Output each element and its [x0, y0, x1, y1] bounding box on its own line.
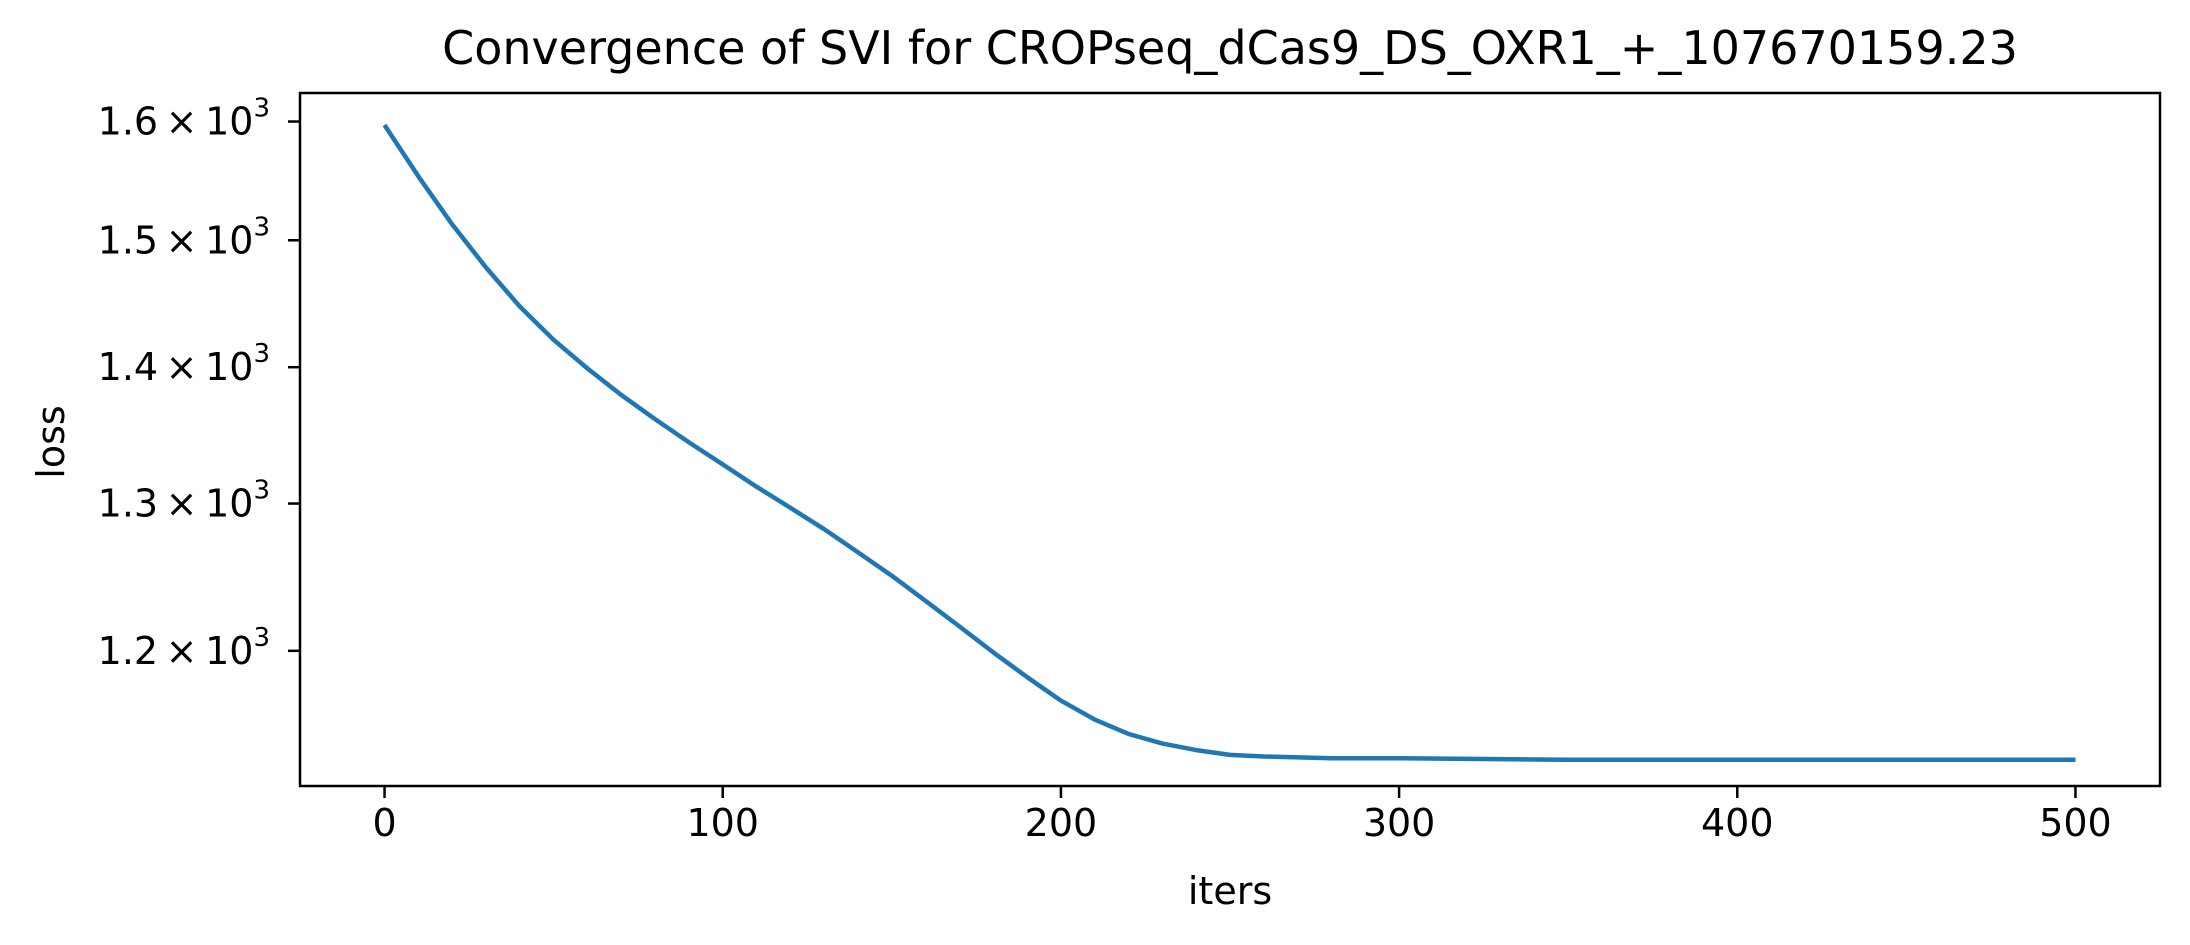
x-tick-label: 300 — [1363, 801, 1436, 845]
series-line-0 — [382, 123, 2076, 763]
y-tick-label: 1.4 × 103 — [98, 339, 270, 389]
x-tick-label: 100 — [686, 801, 759, 845]
y-axis-label: loss — [29, 405, 73, 478]
chart-title: Convergence of SVI for CROPseq_dCas9_DS_… — [442, 21, 2018, 75]
x-tick-label: 400 — [1701, 801, 1774, 845]
axes-frame — [298, 91, 2162, 788]
x-tick-label: 0 — [372, 801, 396, 845]
y-tick-label: 1.3 × 103 — [98, 476, 270, 526]
x-tick-label: 500 — [2039, 801, 2112, 845]
plot-area: 0 100 200 300 400 500 1.2 × 103 1.3 × 103 1.4 × … — [98, 91, 2162, 845]
x-axis-label: iters — [1188, 869, 1272, 913]
y-tick-label: 1.5 × 103 — [98, 212, 270, 262]
y-tick-label: 1.2 × 103 — [98, 623, 270, 673]
x-tick-label: 200 — [1025, 801, 1098, 845]
y-tick-label: 1.6 × 103 — [98, 94, 270, 144]
